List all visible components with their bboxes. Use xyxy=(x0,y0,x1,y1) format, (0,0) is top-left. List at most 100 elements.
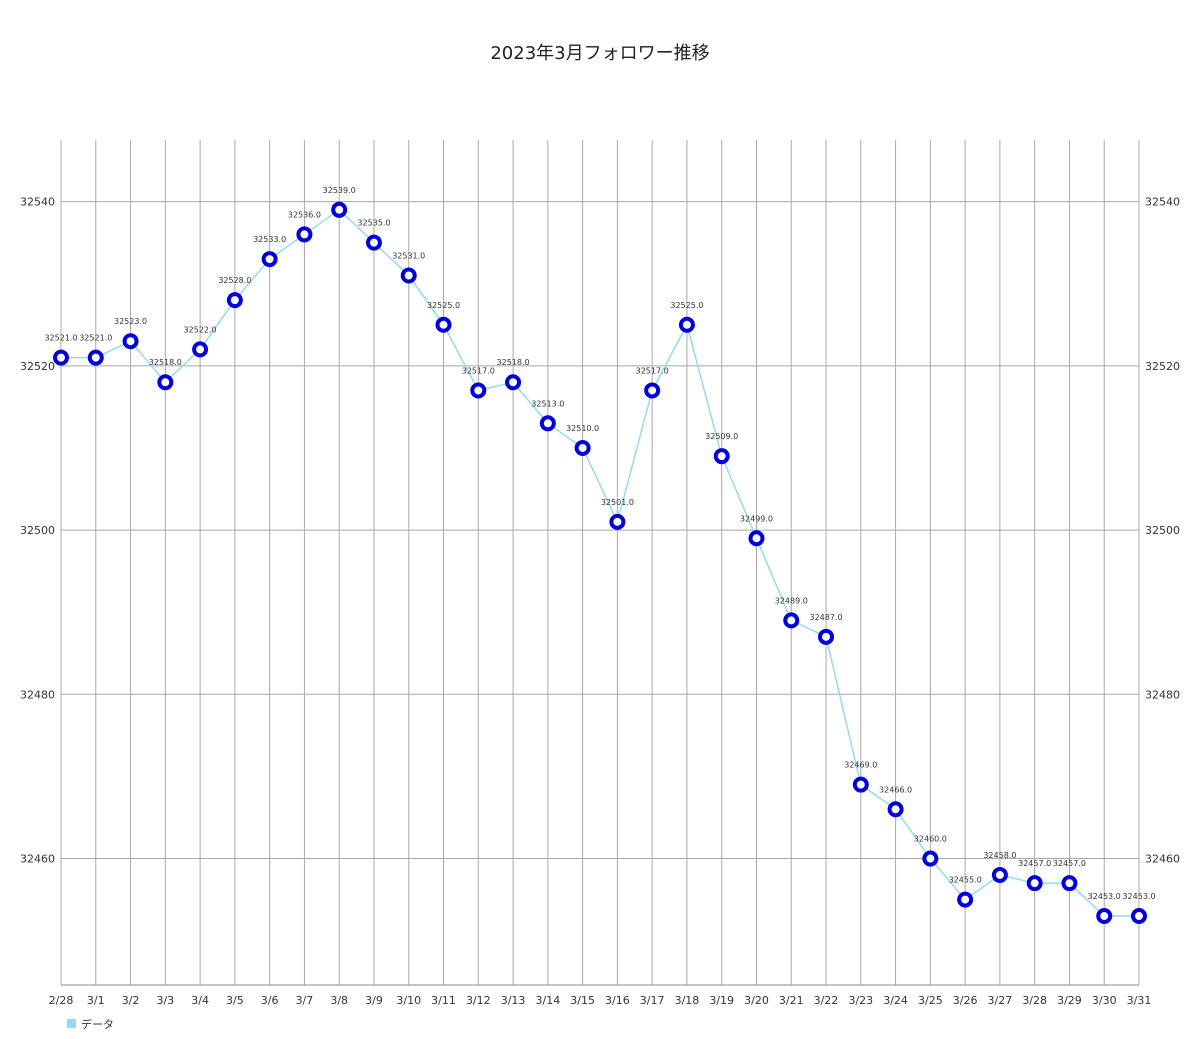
data-label: 32499.0 xyxy=(740,514,773,523)
data-label: 32533.0 xyxy=(253,235,286,244)
data-label: 32521.0 xyxy=(44,334,77,343)
data-point xyxy=(1026,875,1043,892)
y-tick-label-right: 32480 xyxy=(1145,688,1180,701)
x-tick-label: 3/29 xyxy=(1057,994,1082,1007)
data-label: 32525.0 xyxy=(427,301,460,310)
data-point xyxy=(574,439,591,456)
series-line xyxy=(61,208,1139,917)
data-point xyxy=(748,530,765,547)
x-tick-label: 3/16 xyxy=(605,994,630,1007)
data-point xyxy=(922,850,939,867)
data-label: 32539.0 xyxy=(323,186,356,195)
data-label: 32521.0 xyxy=(79,334,112,343)
x-tick-label: 3/12 xyxy=(466,994,491,1007)
x-tick-label: 2/28 xyxy=(49,994,74,1007)
data-point xyxy=(365,234,382,251)
data-point xyxy=(609,513,626,530)
x-tick-label: 3/25 xyxy=(918,994,943,1007)
x-tick-label: 3/3 xyxy=(156,994,174,1007)
data-point xyxy=(644,382,661,399)
data-point xyxy=(539,415,556,432)
x-tick-label: 3/23 xyxy=(848,994,873,1007)
x-tick-label: 3/26 xyxy=(953,994,978,1007)
data-label: 32453.0 xyxy=(1122,892,1155,901)
x-tick-label: 3/20 xyxy=(744,994,769,1007)
y-tick-label-left: 32520 xyxy=(20,360,55,373)
data-point xyxy=(296,226,313,243)
data-point xyxy=(87,349,104,366)
x-tick-label: 3/22 xyxy=(814,994,839,1007)
y-tick-label-right: 32520 xyxy=(1145,360,1180,373)
data-label: 32522.0 xyxy=(184,325,217,334)
data-point xyxy=(678,316,695,333)
x-tick-label: 3/13 xyxy=(501,994,526,1007)
data-point xyxy=(852,776,869,793)
y-tick-label-left: 32460 xyxy=(20,853,55,866)
x-tick-label: 3/9 xyxy=(365,994,383,1007)
data-label: 32489.0 xyxy=(775,596,808,605)
data-point xyxy=(1096,908,1113,925)
y-tick-label-right: 32500 xyxy=(1145,524,1180,537)
legend: データ xyxy=(67,1017,114,1031)
data-point xyxy=(957,891,974,908)
x-tick-label: 3/19 xyxy=(709,994,734,1007)
x-tick-label: 3/5 xyxy=(226,994,244,1007)
data-point xyxy=(783,612,800,629)
grid-layer xyxy=(60,140,1140,985)
data-label: 32518.0 xyxy=(497,358,530,367)
x-tick-label: 3/31 xyxy=(1127,994,1152,1007)
data-label: 32528.0 xyxy=(218,276,251,285)
data-point xyxy=(261,251,278,268)
data-point xyxy=(713,448,730,465)
series-line-layer xyxy=(61,208,1139,917)
x-tick-label: 3/1 xyxy=(87,994,105,1007)
data-point xyxy=(157,374,174,391)
x-tick-label: 3/30 xyxy=(1092,994,1117,1007)
data-label: 32535.0 xyxy=(357,219,390,228)
data-point xyxy=(991,866,1008,883)
x-tick-label: 3/21 xyxy=(779,994,804,1007)
data-point xyxy=(887,801,904,818)
data-label: 32518.0 xyxy=(149,358,182,367)
data-point xyxy=(435,316,452,333)
x-tick-label: 3/6 xyxy=(261,994,279,1007)
data-point xyxy=(53,349,69,366)
x-tick-label: 3/17 xyxy=(640,994,665,1007)
data-point xyxy=(470,382,487,399)
data-label: 32458.0 xyxy=(983,851,1016,860)
data-point xyxy=(122,333,139,350)
data-point xyxy=(331,201,348,218)
y-tick-label-left: 32480 xyxy=(20,688,55,701)
data-label: 32455.0 xyxy=(949,876,982,885)
data-point xyxy=(1131,908,1147,925)
y-tick-label-left: 32540 xyxy=(20,196,55,209)
data-label: 32523.0 xyxy=(114,317,147,326)
data-label: 32457.0 xyxy=(1018,859,1051,868)
chart-title: 2023年3月フォロワー推移 xyxy=(490,43,709,64)
marker-layer xyxy=(53,201,1147,925)
y-tick-label-right: 32540 xyxy=(1145,196,1180,209)
data-point xyxy=(226,292,243,309)
x-tick-label: 3/18 xyxy=(675,994,700,1007)
x-tick-label: 3/24 xyxy=(883,994,908,1007)
data-point xyxy=(1061,875,1078,892)
x-tick-label: 3/28 xyxy=(1022,994,1047,1007)
x-tick-label: 3/10 xyxy=(396,994,421,1007)
data-point xyxy=(400,267,417,284)
y-tick-label-right: 32460 xyxy=(1145,853,1180,866)
data-label: 32453.0 xyxy=(1088,892,1121,901)
data-point xyxy=(192,341,209,358)
x-tick-label: 3/14 xyxy=(535,994,560,1007)
legend-label: データ xyxy=(81,1017,114,1031)
data-point xyxy=(818,628,835,645)
x-tick-label: 3/27 xyxy=(988,994,1013,1007)
data-label: 32510.0 xyxy=(566,424,599,433)
axis-layer: 2/28 3/1 3/2 3/3 3/4 3/5 3/6 3/7 3/8 3/9 3/10 3/11 3… xyxy=(20,196,1180,1007)
data-label: 32487.0 xyxy=(809,613,842,622)
data-label: 32531.0 xyxy=(392,251,425,260)
data-label: 32525.0 xyxy=(670,301,703,310)
data-label: 32457.0 xyxy=(1053,859,1086,868)
legend-swatch xyxy=(67,1019,76,1028)
data-label-layer: 32521.0 32521.032523.032518.032522.032528… xyxy=(44,186,1155,901)
